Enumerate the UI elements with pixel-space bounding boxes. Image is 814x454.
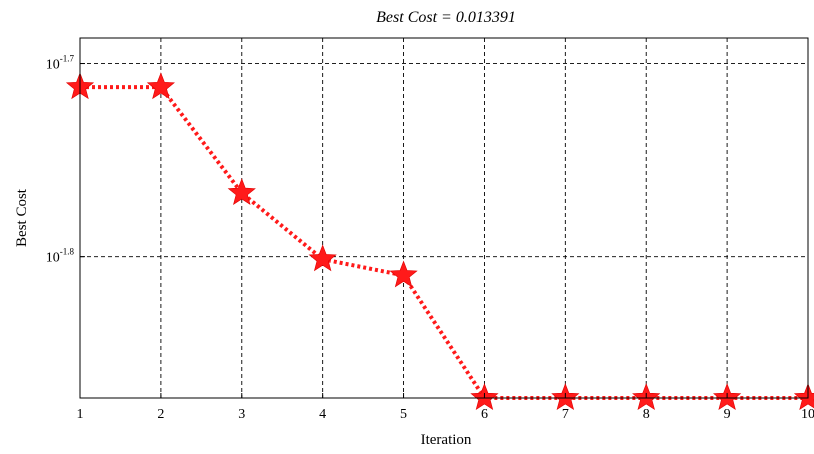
x-tick-label: 8 bbox=[643, 407, 650, 422]
y-tick-label: 10-1.7 bbox=[46, 54, 75, 73]
data-point-star bbox=[227, 178, 256, 205]
x-axis-label: Iteration bbox=[421, 432, 472, 448]
series-line bbox=[80, 85, 808, 400]
x-tick-label: 10 bbox=[801, 407, 814, 422]
y-tick-label: 10-1.8 bbox=[46, 247, 75, 266]
x-tick-label: 2 bbox=[157, 407, 164, 422]
x-tick-label: 5 bbox=[400, 407, 407, 422]
x-tick-label: 6 bbox=[481, 407, 488, 422]
data-point-star bbox=[308, 244, 337, 272]
x-tick-labels: 1 2 3 4 5 6 7 8 9 10 bbox=[77, 393, 814, 422]
chart-title: Best Cost = 0.013391 bbox=[376, 9, 516, 26]
plot-frame bbox=[79, 37, 809, 399]
x-tick-label: 9 bbox=[724, 407, 731, 422]
data-point-star bbox=[389, 260, 418, 288]
y-axis-label: Best Cost bbox=[14, 188, 30, 247]
grid-lines bbox=[80, 38, 808, 398]
data-point-star bbox=[146, 72, 175, 100]
x-tick-label: 3 bbox=[238, 407, 245, 422]
data-point-star bbox=[793, 383, 814, 411]
x-tick-label: 1 bbox=[77, 407, 84, 422]
x-tick-label: 4 bbox=[319, 407, 326, 422]
series-layer bbox=[65, 72, 814, 411]
x-tick-label: 7 bbox=[562, 407, 569, 422]
